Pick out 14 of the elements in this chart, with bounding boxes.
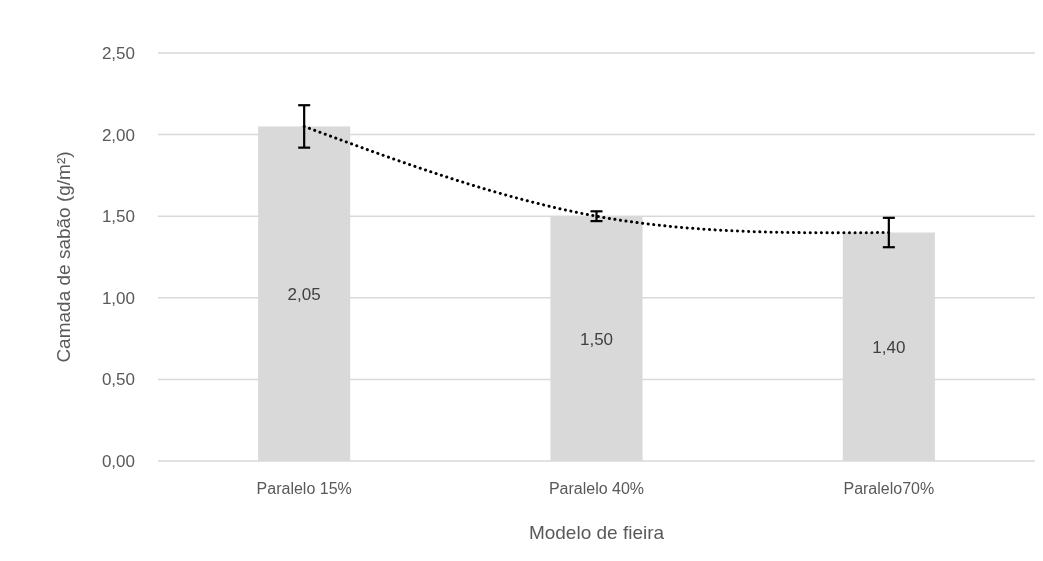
x-tick-label: Paralelo 15% (256, 480, 352, 497)
data-label: 1,40 (872, 337, 906, 357)
x-axis-title: Modelo de fieira (528, 522, 665, 543)
x-tick-label: Paralelo 40% (548, 480, 645, 497)
y-tick-label: 0,00 (101, 452, 135, 471)
x-tick-label: Paralelo70% (843, 480, 935, 497)
data-label: 1,50 (579, 329, 614, 349)
y-tick-label: 1,50 (101, 207, 135, 227)
data-label: 2,05 (287, 284, 321, 304)
y-tick-label: 2,50 (101, 44, 135, 63)
y-tick-label: 2,00 (101, 125, 135, 145)
y-tick-label: 0,50 (101, 370, 135, 390)
y-axis-title: Camada de sabão (g/m²) (53, 151, 74, 363)
y-tick-label: 1,00 (101, 288, 135, 308)
